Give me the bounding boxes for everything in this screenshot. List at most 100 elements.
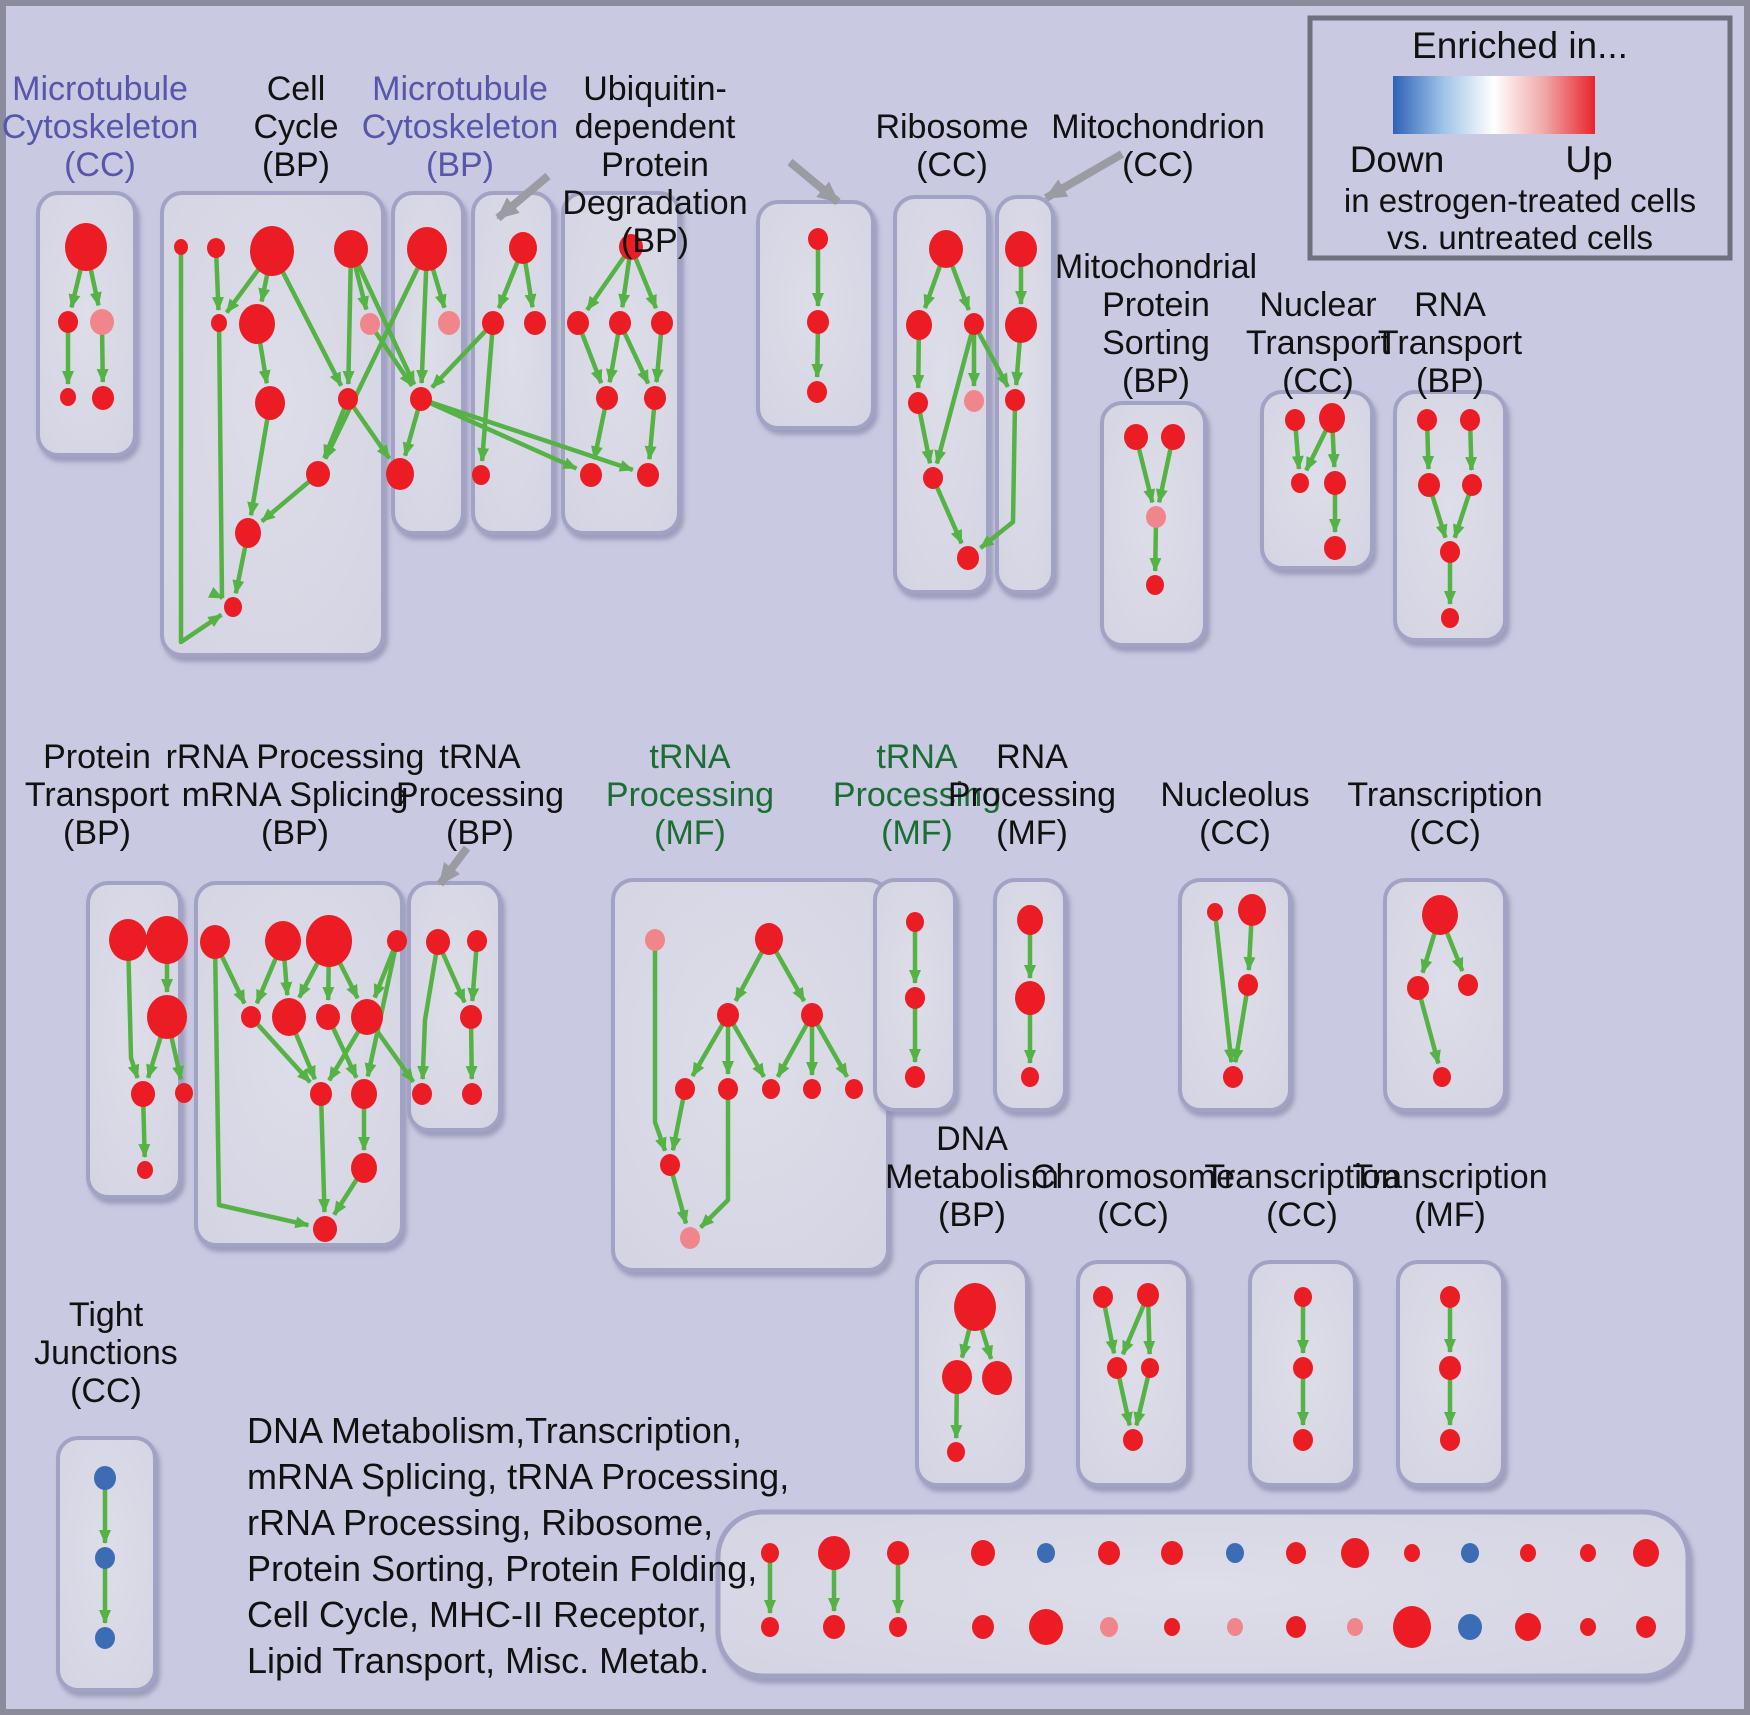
go-term-node-ubiquitin-2	[807, 381, 827, 403]
cluster-label-chromosome: Chromosome	[1031, 1158, 1235, 1196]
go-term-node-rna-processing-mf	[1017, 905, 1043, 935]
edge-mitochondrial-protein-sorting	[1149, 525, 1162, 572]
cluster-label-dna-metabolism: Metabolism	[885, 1158, 1059, 1196]
go-term-node-nuclear-transport	[1324, 471, 1346, 495]
cluster-label-cell-cycle: Cycle	[253, 108, 338, 146]
edge-cross-cell-cycle-to-microtubule-bp	[351, 405, 392, 460]
edge-cross-cell-cycle-to-microtubule-bp	[355, 262, 417, 386]
cluster-label-ribosome: Ribosome	[875, 108, 1028, 146]
go-term-node-misc-strip	[1161, 1541, 1183, 1565]
go-term-node-ribosome	[923, 467, 943, 489]
go-term-node-nucleolus	[1207, 903, 1223, 921]
go-term-node-cell-cycle	[207, 238, 225, 258]
go-term-node-cell-cycle	[224, 597, 242, 617]
go-term-node-protein-transport	[109, 919, 147, 961]
edge-rna-transport	[1452, 492, 1472, 539]
edge-rrna-processing	[293, 1030, 317, 1081]
legend-down-label: Down	[1350, 139, 1445, 180]
edge-cell-cycle	[257, 340, 271, 385]
cluster-label-chromosome: (CC)	[1097, 1196, 1169, 1234]
cluster-label-transcription-mf: (MF)	[1414, 1196, 1486, 1234]
go-term-node-transcription-cc-2	[1293, 1429, 1313, 1451]
go-term-node-nucleolus	[1238, 974, 1258, 996]
edge-rrna-processing	[297, 959, 321, 999]
cluster-label-tight-junctions: (CC)	[70, 1372, 142, 1410]
go-term-node-misc-strip	[1580, 1544, 1596, 1562]
edge-ubiquitin-a	[496, 259, 521, 310]
nodes-layer	[58, 223, 1659, 1649]
cluster-label-protein-transport: (BP)	[63, 814, 131, 852]
misc-categories-text: mRNA Splicing, tRNA Processing,	[247, 1456, 789, 1497]
edge-protein-transport	[138, 1104, 151, 1158]
edge-cell-cycle	[258, 271, 271, 303]
edge-nucleolus	[1231, 993, 1249, 1064]
edge-microtubule-cc	[96, 332, 109, 383]
legend-subtitle-line1: in estrogen-treated cells	[1344, 182, 1696, 219]
edge-rrna-processing	[318, 1103, 331, 1213]
cluster-label-trna-processing-bp: tRNA	[439, 738, 521, 776]
go-term-node-transcription-cc-1	[1458, 974, 1478, 996]
go-term-node-mitochondrion	[1005, 389, 1025, 411]
go-term-node-misc-strip	[1098, 1541, 1120, 1565]
edge-nucleolus	[1213, 918, 1236, 1064]
go-term-node-rrna-processing	[310, 1082, 332, 1106]
go-term-node-mitochondrion	[1005, 231, 1037, 267]
cluster-label-trna-processing-mf-1: tRNA	[649, 738, 731, 776]
cluster-label-trna-processing-bp: Processing	[396, 776, 564, 814]
cluster-label-rna-processing-mf: (MF)	[996, 814, 1068, 852]
edge-protein-transport	[126, 957, 140, 1079]
cluster-label-nucleolus: (CC)	[1199, 814, 1271, 852]
edge-cross-microtubule-bp-to-ubiquitin-b	[429, 400, 634, 473]
edge-cell-cycle	[207, 329, 225, 601]
go-term-node-tight-junctions	[94, 1466, 116, 1490]
go-term-node-mitochondrial-protein-sorting	[1146, 575, 1164, 595]
cluster-label-ubiquitin-degradation: Ubiquitin-	[583, 70, 727, 108]
edge-rrna-processing	[322, 962, 335, 1001]
cluster-label-protein-transport: Transport	[25, 776, 170, 814]
go-term-node-misc-strip	[1461, 1543, 1479, 1563]
edge-ubiquitin-b	[579, 331, 604, 385]
go-term-node-trna-processing-mf-1	[680, 1227, 700, 1249]
go-term-node-microtubule-bp	[386, 458, 414, 490]
go-term-node-trna-processing-mf-1	[645, 929, 665, 951]
cluster-label-microtubule-bp: Microtubule	[372, 70, 548, 108]
edge-cross-microtubule-bp-to-cell-cycle	[323, 265, 421, 460]
go-term-node-trna-processing-mf-2	[906, 912, 924, 932]
edge-mitochondrial-protein-sorting	[1136, 447, 1156, 504]
go-term-node-mitochondrial-protein-sorting	[1161, 424, 1185, 450]
cluster-label-trna-processing-bp: (BP)	[446, 814, 514, 852]
cluster-label-rrna-processing-mrna-splicing: mRNA Splicing	[182, 776, 409, 814]
go-term-node-dna-metabolism	[947, 1442, 965, 1462]
cluster-label-cell-cycle: Cell	[267, 70, 326, 108]
edge-chromosome	[1102, 1305, 1118, 1355]
go-term-node-ubiquitin-b	[567, 311, 589, 335]
go-term-node-rrna-processing	[351, 999, 383, 1035]
go-term-node-ubiquitin-a	[524, 311, 546, 335]
go-term-node-trna-processing-bp	[467, 930, 487, 952]
edge-rrna-processing	[332, 1176, 360, 1216]
edge-cell-cycle	[352, 263, 369, 311]
go-term-node-trna-processing-bp	[426, 929, 450, 955]
edge-ribosome	[934, 332, 974, 465]
cluster-label-trna-processing-mf-2: (MF)	[881, 814, 953, 852]
edge-cross-mitochondrion-to-ribosome	[979, 408, 1018, 550]
go-term-node-misc-strip	[1164, 1618, 1180, 1636]
edge-ubiquitin-b	[622, 331, 651, 385]
cluster-label-microtubule-cc: Microtubule	[12, 70, 188, 108]
edge-ubiquitin-b	[644, 407, 657, 461]
go-term-node-misc-strip	[1347, 1618, 1363, 1636]
go-term-node-protein-transport	[147, 995, 187, 1039]
edge-ubiquitin-b	[606, 332, 621, 384]
go-term-node-ribosome	[964, 313, 984, 335]
edge-ubiquitin-b	[651, 332, 664, 384]
cluster-label-rrna-processing-mrna-splicing: rRNA Processing	[166, 738, 425, 776]
go-term-node-chromosome	[1107, 1357, 1127, 1379]
cluster-label-rna-transport: Transport	[1378, 324, 1523, 362]
edge-ubiquitin-2	[811, 331, 824, 378]
cluster-label-dna-metabolism: DNA	[936, 1120, 1008, 1158]
go-term-node-cell-cycle	[360, 313, 380, 335]
go-term-node-rrna-processing	[265, 921, 301, 961]
edge-trna-processing-bp	[417, 952, 439, 1080]
go-term-node-misc-strip	[1226, 1543, 1244, 1563]
